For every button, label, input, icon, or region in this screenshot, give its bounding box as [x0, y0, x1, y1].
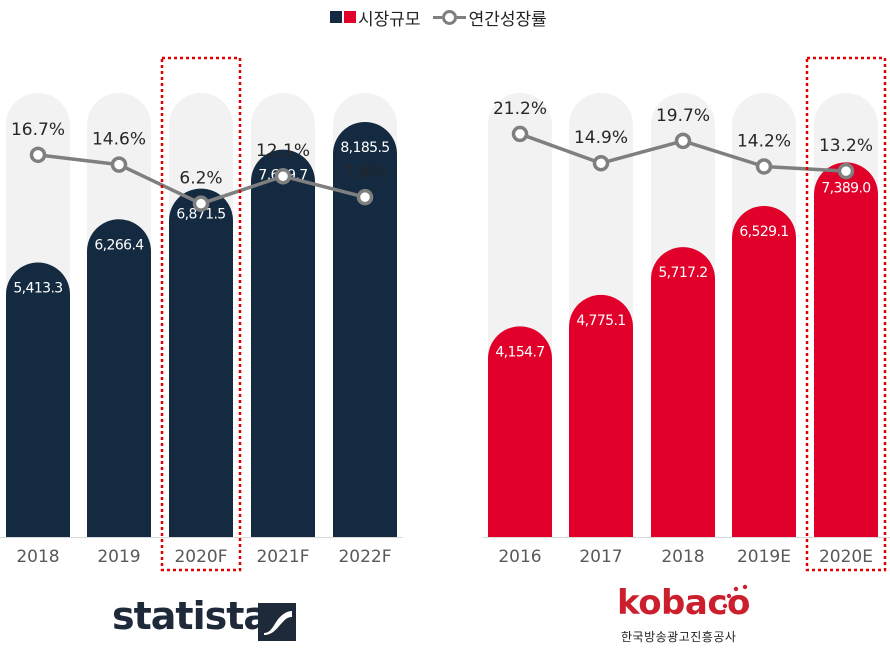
- x-tick-label: 2018: [16, 547, 59, 567]
- growth-point: [356, 188, 374, 206]
- x-tick-label: 2020E: [819, 547, 873, 567]
- highlight-box: [805, 56, 887, 572]
- bars-group-0: [6, 93, 397, 537]
- bar: [251, 149, 315, 537]
- kobaco-logo: kobaco: [617, 583, 750, 623]
- bar-value-label: 5,413.3: [13, 281, 62, 297]
- bar-value-label: 6,266.4: [94, 237, 144, 253]
- x-tick-label: 2022F: [338, 547, 391, 567]
- growth-rate-label: 21.2%: [493, 99, 547, 119]
- bar: [488, 326, 552, 537]
- legend-swatch-navy: [330, 11, 342, 23]
- legend-bar-label: 시장규모: [358, 9, 421, 30]
- growth-rate-label: 14.6%: [92, 130, 146, 150]
- bar-value-label: 8,185.5: [340, 140, 389, 156]
- bar-value-label: 4,154.7: [495, 344, 544, 360]
- growth-point: [674, 132, 692, 150]
- growth-point: [274, 167, 292, 185]
- growth-point: [511, 125, 529, 143]
- growth-rate-label: 14.9%: [574, 128, 628, 148]
- growth-rate-label: 6.2%: [179, 169, 222, 189]
- x-tick-label: 2016: [498, 547, 541, 567]
- x-tick-label: 2017: [579, 547, 622, 567]
- bar: [569, 294, 633, 537]
- growth-rate-label: 13.2%: [819, 136, 873, 156]
- legend-line-marker-icon: [432, 9, 466, 25]
- bar: [6, 262, 70, 537]
- bar: [333, 122, 397, 537]
- kobaco-subtitle: 한국방송광고진흥공사: [621, 630, 737, 644]
- growth-point: [755, 158, 773, 175]
- bars-group-1: [488, 93, 878, 537]
- bar-value-label: 6,871.5: [176, 207, 225, 223]
- bar: [732, 205, 796, 537]
- growth-rate-label: 14.2%: [737, 131, 791, 151]
- growth-point: [192, 195, 210, 212]
- legend-swatch-red: [344, 11, 356, 23]
- bar: [87, 219, 151, 537]
- bar-value-label: 6,529.1: [739, 224, 788, 240]
- statista-mark-icon: [258, 603, 296, 641]
- legend-line-label: 연간성장률: [468, 9, 547, 30]
- growth-rate-label: 19.7%: [656, 106, 710, 126]
- growth-rate-label: 16.7%: [11, 120, 65, 140]
- bar-value-label: 7,389.0: [821, 180, 870, 196]
- bar: [814, 162, 878, 537]
- growth-rate-label: 12.1%: [256, 141, 310, 161]
- x-tick-label: 2021F: [256, 547, 309, 567]
- growth-point: [29, 146, 47, 164]
- highlight-box: [160, 56, 242, 572]
- chart-legend: 시장규모 연간성장률: [330, 5, 547, 30]
- kobaco-dots-icon: [722, 584, 750, 609]
- growth-rate-label: 7.6%: [343, 162, 386, 182]
- x-tick-label: 2018: [661, 547, 704, 567]
- bar-value-label: 4,775.1: [576, 313, 625, 329]
- x-tick-label: 2019: [97, 547, 140, 567]
- growth-point: [110, 156, 128, 173]
- x-tick-label: 2019E: [737, 547, 791, 567]
- growth-point: [837, 162, 855, 180]
- bar-value-label: 5,717.2: [658, 265, 707, 281]
- bar: [651, 247, 715, 537]
- x-tick-label: 2020F: [174, 547, 227, 567]
- bar: [169, 188, 233, 537]
- growth-point: [592, 154, 610, 172]
- statista-logo: statista: [112, 594, 269, 638]
